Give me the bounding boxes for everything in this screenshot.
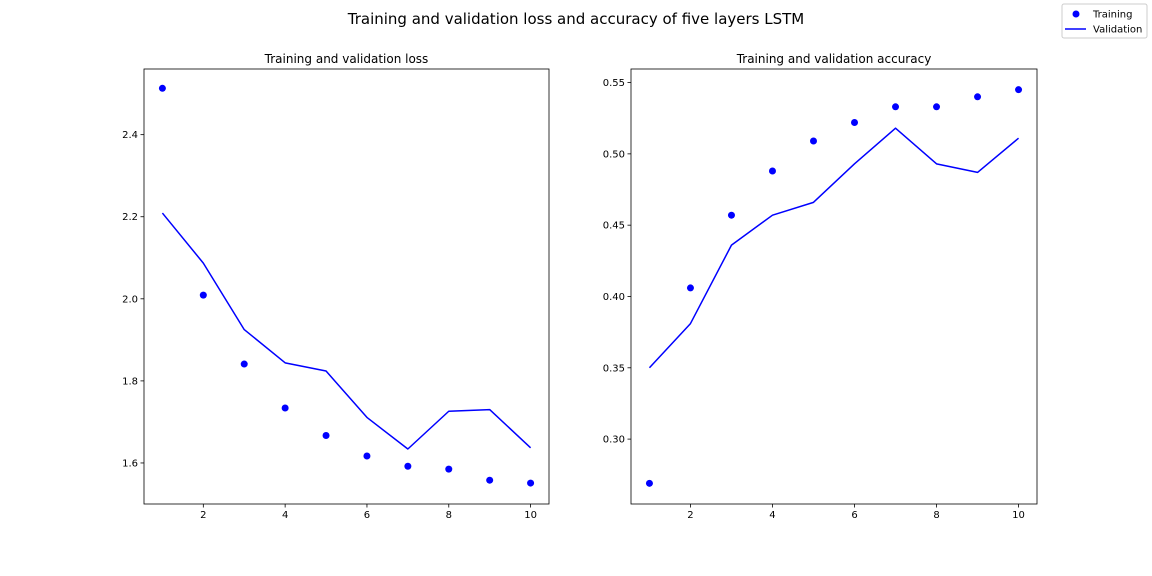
loss-x-tick-label: 10 [524, 510, 537, 521]
loss-training-point [322, 431, 330, 439]
loss-training-point [527, 479, 535, 487]
accuracy-y-tick-label: 0.35 [603, 363, 625, 374]
accuracy-x-tick-label: 2 [687, 510, 693, 521]
loss-axes-frame [143, 68, 550, 505]
loss-y-tick-label: 2.4 [122, 130, 138, 141]
loss-x-tick-label: 4 [282, 510, 288, 521]
accuracy-subplot: Training and validation accuracy 2 4 6 8 10 … [603, 52, 1038, 521]
accuracy-training-point [686, 284, 694, 292]
accuracy-training-point [974, 93, 982, 101]
loss-training-point [486, 476, 494, 484]
accuracy-x-tick-label: 6 [851, 510, 857, 521]
loss-training-point [404, 462, 412, 470]
loss-y-tick-label: 1.6 [122, 458, 138, 469]
loss-training-point [199, 291, 207, 299]
accuracy-x-tick-label: 10 [1012, 510, 1025, 521]
accuracy-y-tick-label: 0.40 [603, 292, 625, 303]
accuracy-training-point [727, 211, 735, 219]
legend-validation-label: Validation [1093, 25, 1142, 36]
loss-x-axis: 2 4 6 8 10 [200, 504, 537, 521]
loss-training-point [240, 360, 248, 368]
accuracy-x-tick-label: 8 [933, 510, 939, 521]
accuracy-training-point [645, 479, 653, 487]
legend-training-label: Training [1092, 10, 1132, 21]
legend: Training Validation [1061, 3, 1148, 39]
accuracy-y-tick-label: 0.30 [603, 435, 625, 446]
accuracy-training-point [1015, 86, 1023, 94]
loss-y-tick-label: 2.0 [122, 294, 138, 305]
accuracy-training-point [892, 103, 900, 111]
accuracy-axes-frame [630, 68, 1038, 505]
accuracy-training-point [768, 167, 776, 175]
accuracy-plot-area [645, 86, 1023, 487]
accuracy-training-point [851, 118, 859, 126]
loss-y-tick-label: 1.8 [122, 376, 138, 387]
loss-plot-area [158, 84, 535, 487]
accuracy-y-axis: 0.30 0.35 0.40 0.45 0.50 0.55 [603, 78, 631, 446]
loss-training-point [281, 404, 289, 412]
loss-training-point [363, 452, 371, 460]
loss-x-tick-label: 6 [364, 510, 370, 521]
loss-x-tick-label: 8 [446, 510, 452, 521]
accuracy-validation-line [648, 127, 1020, 369]
accuracy-x-axis: 2 4 6 8 10 [687, 504, 1025, 521]
accuracy-y-tick-label: 0.45 [603, 221, 625, 232]
loss-validation-line [161, 212, 532, 450]
accuracy-training-point [933, 103, 941, 111]
accuracy-y-tick-label: 0.50 [603, 149, 625, 160]
accuracy-y-tick-label: 0.55 [603, 78, 625, 89]
accuracy-x-tick-label: 4 [769, 510, 775, 521]
loss-training-point [158, 84, 166, 92]
legend-training-marker [1072, 10, 1080, 18]
loss-y-tick-label: 2.2 [122, 212, 138, 223]
accuracy-subplot-title: Training and validation accuracy [736, 52, 932, 66]
loss-subplot-title: Training and validation loss [264, 52, 429, 66]
accuracy-training-point [809, 137, 817, 145]
figure-suptitle: Training and validation loss and accurac… [347, 10, 804, 28]
loss-x-tick-label: 2 [200, 510, 206, 521]
loss-subplot: Training and validation loss 2 4 6 8 10 1.61… [122, 52, 550, 521]
loss-training-point [445, 465, 453, 473]
loss-y-axis: 1.6 1.8 2.0 2.2 2.4 [122, 130, 144, 469]
